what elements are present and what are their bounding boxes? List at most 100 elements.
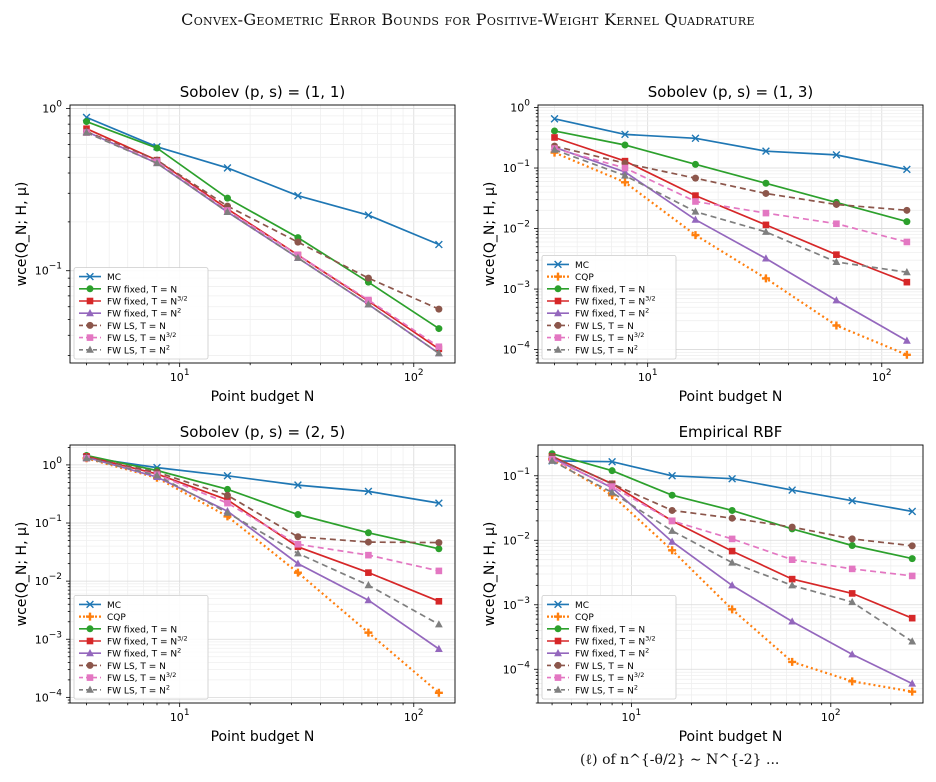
data-point-mc <box>902 165 911 174</box>
legend-marker-ls_n <box>554 321 562 329</box>
data-point-cqp <box>434 688 443 697</box>
data-point-ls_n2 <box>762 227 770 235</box>
data-point-fw_n2 <box>434 644 443 652</box>
data-point-fw_n32 <box>903 278 911 286</box>
data-point-ls_n2 <box>848 597 857 606</box>
data-point-fw_n32 <box>788 575 796 583</box>
legend-marker-fw_n32 <box>554 297 562 305</box>
legend-label-fw_n32: FW fixed, T = N3/2 <box>107 635 188 648</box>
data-point-fw_n <box>762 179 770 187</box>
data-point-fw_n2 <box>832 296 841 304</box>
data-point-mc <box>294 481 302 489</box>
series-line-fw_n2 <box>554 146 908 342</box>
data-point-fw_n <box>903 218 911 226</box>
data-point-ls_n <box>848 535 856 543</box>
series-line-fw_n <box>86 454 440 550</box>
caption-fragment-text: (ℓ) of n^{-θ/2} ∼ N^{-2} ... <box>580 752 780 768</box>
chart-panel-sobolev-1-3: Sobolev (p, s) = (1, 3) 101 102 10−4 10−3 10−… <box>482 83 924 405</box>
data-point-ls_n2 <box>902 267 911 276</box>
data-point-fw_n32 <box>551 134 558 141</box>
data-point-cqp <box>788 657 797 666</box>
x-tick-label: 102 <box>821 708 841 724</box>
series-line-fw_n <box>86 120 440 330</box>
grid-lines <box>70 445 455 704</box>
data-point-fw_n <box>223 194 231 202</box>
data-point-fw_n32 <box>833 251 840 258</box>
legend-marker-mc <box>86 272 94 281</box>
data-point-cqp <box>364 628 373 637</box>
y-tick-label: 10−1 <box>503 159 530 175</box>
x-tick-label: 101 <box>638 368 658 384</box>
data-point-cqp <box>908 687 917 696</box>
data-point-ls_n32 <box>435 567 443 575</box>
y-axis-label: wce(Q_N; H, μ) <box>14 182 30 287</box>
chart-panel-empirical-rbf: Empirical RBF 101 102 10−4 10−3 10−2 10−1 Point… <box>482 423 924 745</box>
data-point-ls_n2 <box>550 145 559 153</box>
series-line-mc <box>86 116 440 246</box>
series-line-mc <box>554 117 908 171</box>
data-point-ls_n32 <box>294 541 302 548</box>
x-axis-label: Point budget N <box>679 729 783 745</box>
data-point-ls_n2 <box>621 171 629 179</box>
legend-marker-fw_n <box>86 285 94 293</box>
data-point-ls_n32 <box>848 565 856 573</box>
chart-title: Empirical RBF <box>679 423 783 441</box>
data-point-ls_n2 <box>691 207 700 215</box>
data-point-ls_n2 <box>82 454 91 462</box>
legend-label-ls_n: FW LS, T = N <box>107 322 166 332</box>
data-point-mc <box>848 496 857 505</box>
data-point-ls_n32 <box>668 517 676 525</box>
legend-label-cqp: CQP <box>575 273 594 283</box>
data-point-ls_n <box>691 174 699 182</box>
y-tick-label: 10−1 <box>35 262 62 278</box>
data-point-fw_n2 <box>902 336 911 344</box>
data-point-mc <box>691 134 700 143</box>
data-point-fw_n <box>621 141 629 149</box>
series-line-fw_n32 <box>554 136 908 283</box>
legend-marker-fw_n <box>554 625 562 633</box>
legend-marker-ls_n2 <box>554 345 562 353</box>
legend-marker-mc <box>86 600 94 609</box>
legend-label-ls_n2: FW LS, T = N2 <box>107 343 170 356</box>
data-point-ls_n32 <box>621 164 629 172</box>
data-point-cqp <box>293 568 302 577</box>
y-tick-label: 10−3 <box>503 280 530 296</box>
data-point-ls_n32 <box>908 572 916 580</box>
legend-label-cqp: CQP <box>107 613 126 623</box>
chart-panel-sobolev-2-5: Sobolev (p, s) = (2, 5) 101 102 10−4 10−3 10−… <box>14 423 456 745</box>
data-point-ls_n2 <box>364 581 373 589</box>
data-point-cqp <box>691 231 700 240</box>
data-point-ls_n32 <box>692 198 699 205</box>
data-point-fw_n2 <box>364 595 373 604</box>
data-point-ls_n2 <box>153 471 161 479</box>
x-tick-label: 102 <box>404 368 424 384</box>
data-point-mc <box>294 191 302 200</box>
y-tick-label: 10−2 <box>35 572 62 588</box>
legend-label-ls_n32: FW LS, T = N3/2 <box>575 331 644 344</box>
data-point-fw_n <box>364 529 372 537</box>
data-point-fw_n <box>223 485 231 493</box>
data-point-mc <box>621 130 629 139</box>
y-tick-label: 10−1 <box>503 467 530 483</box>
y-tick-label: 10−3 <box>503 596 530 612</box>
legend-label-fw_n2: FW fixed, T = N2 <box>575 647 649 660</box>
y-axis-label: wce(Q_N; H, μ) <box>482 522 498 627</box>
legend-label-fw_n2: FW fixed, T = N2 <box>107 647 181 660</box>
legend-label-mc: MC <box>575 261 589 271</box>
running-header: Convex-Geometric Error Bounds for Positi… <box>181 10 755 29</box>
chart-panel-sobolev-1-1: Sobolev (p, s) = (1, 1) 101 102 10−1 100 Poin… <box>14 83 456 405</box>
data-point-mc <box>364 487 373 496</box>
data-point-ls_n32 <box>365 296 372 304</box>
legend-marker-cqp <box>554 612 562 621</box>
legend-marker-ls_n32 <box>86 334 94 341</box>
legend-marker-ls_n2 <box>86 345 94 353</box>
data-point-ls_n2 <box>788 581 797 589</box>
series-line-ls_n2 <box>554 149 908 274</box>
legend-marker-mc <box>554 600 562 609</box>
data-point-ls_n <box>223 491 231 499</box>
data-point-fw_n <box>294 511 302 519</box>
legend-marker-fw_n2 <box>554 649 562 657</box>
data-point-ls_n2 <box>668 526 677 534</box>
data-point-fw_n32 <box>728 547 736 555</box>
